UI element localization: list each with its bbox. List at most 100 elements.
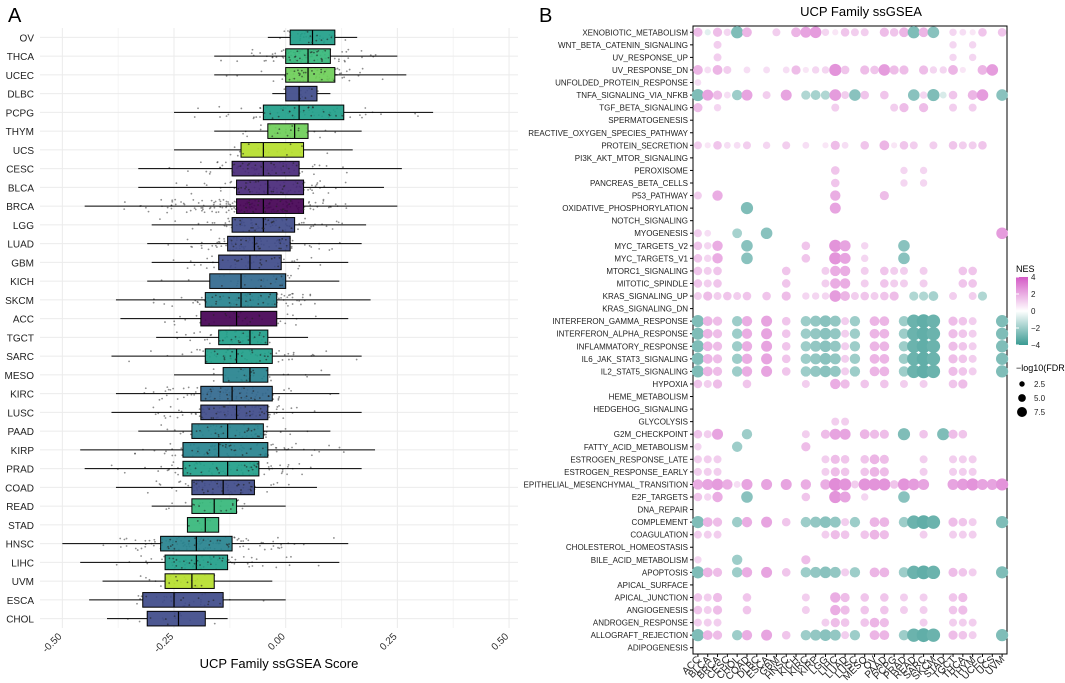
- pathway-label: INFLAMMATORY_RESPONSE: [576, 342, 688, 351]
- pathway-label: PEROXISOME: [634, 166, 688, 175]
- data-point: [347, 57, 350, 59]
- nes-dot: [704, 229, 712, 237]
- nes-dot: [869, 517, 880, 528]
- data-point: [281, 229, 284, 232]
- data-point: [259, 258, 262, 261]
- data-point: [222, 198, 225, 201]
- data-point: [239, 219, 242, 222]
- data-point: [281, 468, 284, 471]
- nes-dot: [879, 316, 890, 327]
- data-point: [260, 294, 262, 297]
- nes-dot: [949, 455, 958, 464]
- data-point: [238, 392, 241, 395]
- nes-dot: [869, 567, 880, 578]
- data-point: [320, 68, 323, 71]
- data-point: [276, 481, 279, 484]
- nes-dot: [907, 339, 921, 353]
- data-point: [208, 543, 211, 546]
- data-point: [296, 258, 299, 261]
- data-point: [252, 226, 254, 229]
- data-point: [169, 415, 172, 418]
- data-point: [179, 432, 182, 435]
- nes-dot: [830, 178, 840, 188]
- data-point: [319, 264, 322, 266]
- nes-dot: [995, 516, 1009, 529]
- nes-dot: [958, 141, 967, 150]
- nes-dot: [929, 141, 938, 150]
- nes-dot: [801, 379, 810, 388]
- data-point: [168, 582, 171, 584]
- nes-dot: [741, 240, 753, 252]
- data-point: [212, 314, 215, 316]
- data-point: [169, 442, 172, 445]
- nes-dot: [899, 27, 909, 38]
- nes-dot: [703, 467, 712, 476]
- data-point: [310, 246, 313, 248]
- nes-dot: [949, 28, 957, 36]
- data-point: [302, 293, 304, 296]
- data-point: [240, 258, 243, 261]
- data-point: [309, 51, 312, 54]
- data-point: [272, 190, 275, 193]
- data-point: [153, 538, 156, 541]
- nes-dot: [968, 342, 977, 351]
- data-point: [272, 60, 275, 62]
- nes-dot: [829, 490, 842, 504]
- data-point: [128, 360, 130, 363]
- data-point: [199, 564, 201, 566]
- nes-dot: [869, 316, 880, 327]
- data-point: [161, 397, 163, 400]
- data-point: [217, 240, 220, 243]
- data-point: [264, 210, 267, 213]
- nes-dot: [907, 26, 920, 39]
- data-point: [213, 201, 216, 204]
- data-point: [283, 354, 286, 356]
- data-point: [190, 579, 193, 582]
- data-point: [134, 452, 136, 455]
- data-point: [160, 198, 163, 201]
- data-point: [249, 293, 251, 296]
- data-point: [168, 507, 170, 510]
- nes-dot: [822, 142, 829, 149]
- nes-dot: [841, 631, 850, 640]
- data-point: [235, 357, 238, 360]
- nes-dot: [704, 66, 712, 74]
- data-point: [300, 69, 303, 72]
- data-point: [175, 540, 177, 543]
- nes-dot: [879, 341, 890, 352]
- data-point: [248, 410, 251, 413]
- data-point: [204, 397, 207, 400]
- data-point: [254, 398, 256, 401]
- data-point: [302, 109, 305, 112]
- pathway-label: UV_RESPONSE_DN: [612, 66, 688, 75]
- nes-dot: [704, 29, 711, 36]
- nes-dot: [693, 618, 702, 627]
- x-tick-label: -0.25: [152, 631, 176, 655]
- data-point: [337, 60, 340, 63]
- data-point: [221, 164, 224, 167]
- nes-dot: [869, 454, 880, 465]
- nes-dot: [693, 241, 703, 251]
- data-point: [187, 386, 190, 389]
- nes-dot: [870, 65, 879, 75]
- nes-dot: [832, 29, 839, 36]
- nes-dot: [860, 467, 870, 477]
- data-point: [245, 395, 248, 398]
- data-point: [288, 387, 290, 390]
- nes-dot: [693, 266, 703, 276]
- data-point: [197, 202, 200, 204]
- nes-dot: [800, 366, 812, 377]
- nes-dot: [713, 103, 722, 112]
- nes-dot: [897, 428, 911, 441]
- nes-dot: [810, 340, 822, 352]
- data-point: [210, 417, 213, 419]
- data-point: [263, 355, 266, 358]
- data-point: [172, 387, 175, 390]
- data-point: [259, 544, 261, 547]
- data-point: [247, 429, 250, 431]
- data-point: [239, 165, 242, 168]
- data-point: [301, 296, 304, 299]
- nes-legend: NES 420−2−4: [1016, 264, 1041, 350]
- data-point: [203, 338, 206, 341]
- data-point: [251, 317, 254, 320]
